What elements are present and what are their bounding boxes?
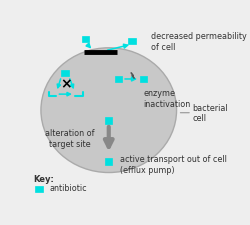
Text: bacterial
cell: bacterial cell <box>192 104 228 123</box>
Bar <box>105 158 112 164</box>
Bar <box>82 36 89 43</box>
Bar <box>140 76 147 82</box>
Text: enzyme
inactivation: enzyme inactivation <box>144 89 191 109</box>
Bar <box>115 76 122 82</box>
Bar <box>62 70 69 76</box>
Bar <box>105 117 112 124</box>
Bar <box>35 186 43 192</box>
Text: alteration of
target site: alteration of target site <box>45 129 95 149</box>
Text: antibiotic: antibiotic <box>50 184 87 194</box>
Text: Key:: Key: <box>33 175 54 184</box>
Text: decreased permeability
of cell: decreased permeability of cell <box>152 32 247 52</box>
Text: active transport out of cell
(efflux pump): active transport out of cell (efflux pum… <box>120 155 227 175</box>
Text: ×: × <box>60 78 72 92</box>
Bar <box>128 38 136 44</box>
Ellipse shape <box>41 48 176 173</box>
